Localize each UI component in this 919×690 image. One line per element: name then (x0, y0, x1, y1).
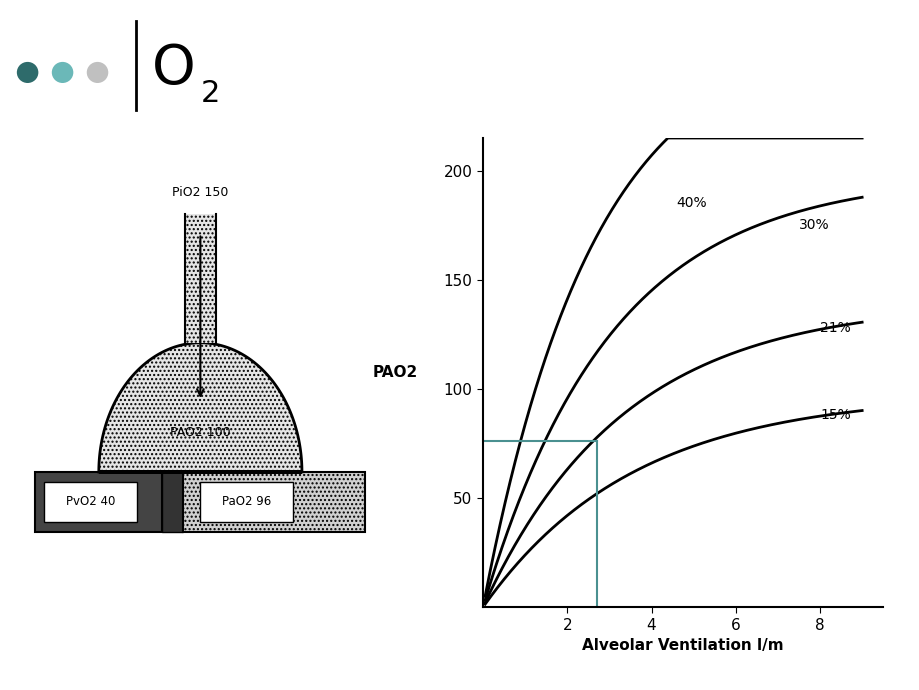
Text: PvO2 40: PvO2 40 (65, 495, 115, 509)
Text: 30%: 30% (798, 218, 829, 233)
Bar (44, 482, 137, 522)
Text: O: O (152, 42, 196, 96)
Text: PaO2 96: PaO2 96 (222, 495, 271, 509)
Bar (162, 472, 183, 531)
X-axis label: Alveolar Ventilation l/m: Alveolar Ventilation l/m (582, 638, 783, 653)
Y-axis label: PAO2: PAO2 (372, 365, 417, 380)
Text: PAO2 100: PAO2 100 (170, 426, 231, 439)
Polygon shape (98, 343, 301, 472)
Bar (35, 472, 162, 531)
Text: 21%: 21% (819, 321, 850, 335)
Bar (183, 472, 365, 531)
Bar (185, 214, 216, 343)
Text: 2: 2 (200, 79, 220, 108)
Text: 40%: 40% (676, 197, 707, 210)
Bar (200, 482, 293, 522)
Text: 15%: 15% (819, 408, 850, 422)
Text: PiO2 150: PiO2 150 (172, 186, 228, 199)
